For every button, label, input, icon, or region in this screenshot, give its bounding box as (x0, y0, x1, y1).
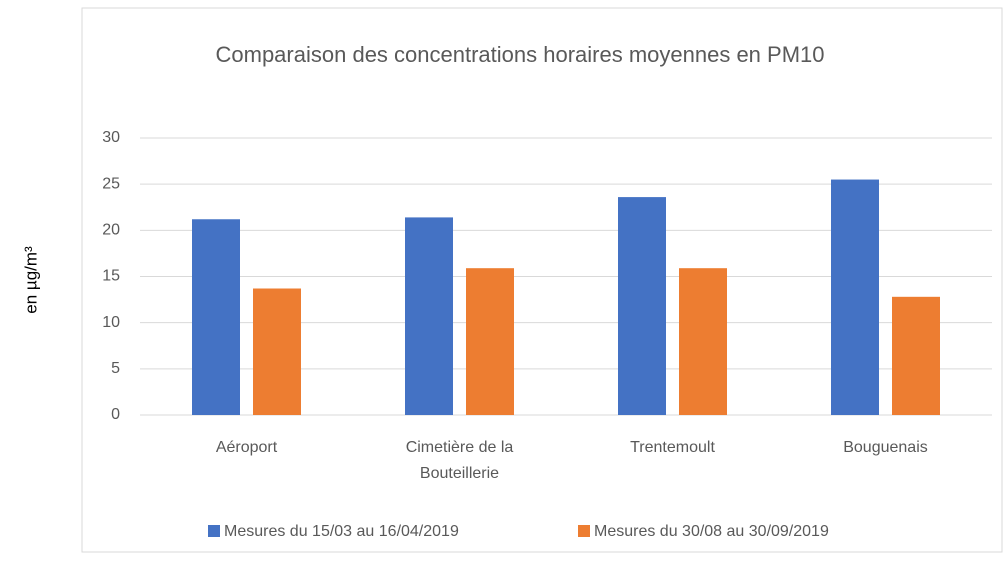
x-tick-label: Bouguenais (843, 439, 928, 456)
y-axis-label: en µg/m³ (21, 246, 40, 314)
bar (466, 268, 514, 415)
bar (679, 268, 727, 415)
x-tick-label: Cimetière de la Bouteillerie (405, 439, 514, 482)
legend-label: Mesures du 15/03 au 16/04/2019 (224, 523, 459, 540)
x-tick-label: Trentemoult (630, 439, 715, 456)
y-tick-label: 25 (102, 175, 120, 192)
x-tick-label: Aéroport (215, 439, 278, 456)
bar (892, 296, 940, 415)
y-tick-label: 10 (102, 314, 120, 331)
y-tick-label: 5 (111, 360, 120, 377)
y-tick-label: 30 (102, 129, 120, 146)
bar (405, 217, 453, 415)
y-tick-label: 20 (102, 222, 120, 239)
legend-swatch (578, 525, 590, 537)
bar (618, 197, 666, 415)
bar (192, 219, 240, 415)
y-tick-label: 15 (102, 268, 120, 285)
legend-swatch (208, 525, 220, 537)
y-tick-label: 0 (111, 406, 120, 423)
bar (831, 179, 879, 415)
bar (253, 288, 301, 415)
legend-label: Mesures du 30/08 au 30/09/2019 (594, 523, 829, 540)
chart-title: Comparaison des concentrations horaires … (215, 42, 825, 67)
